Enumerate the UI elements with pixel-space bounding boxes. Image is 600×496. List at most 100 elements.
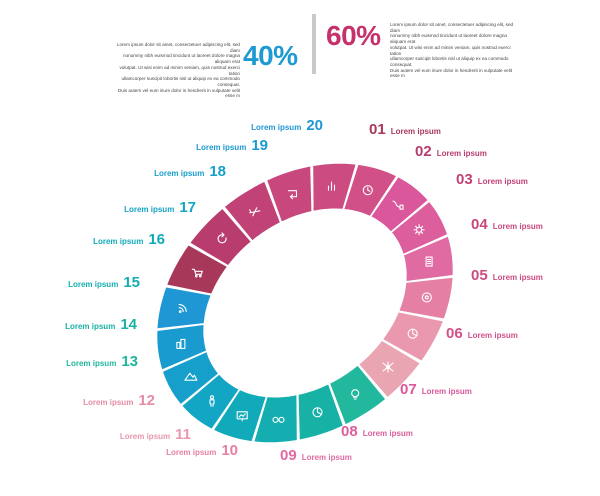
ring-segment-14 <box>298 384 343 440</box>
clock-icon <box>362 185 373 196</box>
segment-label-02: 02 Lorem ipsum <box>415 143 487 160</box>
segment-caption: Lorem ipsum <box>196 143 246 152</box>
pie-chart-icon <box>407 328 418 339</box>
segment-number: 19 <box>251 137 268 154</box>
segment-number: 13 <box>121 353 138 370</box>
segment-caption: Lorem ipsum <box>66 359 116 368</box>
segment-number: 06 <box>446 325 463 342</box>
segment-caption: Lorem ipsum <box>422 387 472 396</box>
segment-caption: Lorem ipsum <box>120 432 170 441</box>
target-icon <box>421 292 432 303</box>
person-icon <box>209 395 215 407</box>
gear-icon <box>413 224 425 236</box>
ring-segment-20 <box>157 287 211 329</box>
segment-number: 02 <box>415 143 432 160</box>
segment-caption: Lorem ipsum <box>83 398 133 407</box>
ring-segment-15 <box>254 395 297 443</box>
segment-number: 10 <box>221 442 238 459</box>
ring-segment-19 <box>157 325 206 370</box>
segment-label-15: Lorem ipsum 15 <box>68 274 140 291</box>
segment-label-14: Lorem ipsum 14 <box>65 316 138 333</box>
segment-caption: Lorem ipsum <box>251 123 301 132</box>
plug-icon <box>392 200 404 210</box>
segment-number: 20 <box>306 117 323 134</box>
segment-label-18: Lorem ipsum 18 <box>154 163 226 180</box>
segment-label-04: 04 Lorem ipsum <box>471 216 543 233</box>
segment-caption: Lorem ipsum <box>493 273 543 282</box>
ring-segment-03 <box>225 181 280 241</box>
segment-number: 17 <box>179 199 196 216</box>
segment-caption: Lorem ipsum <box>154 169 204 178</box>
segment-caption: Lorem ipsum <box>363 429 413 438</box>
segment-number: 14 <box>120 316 137 333</box>
segment-label-05: 05 Lorem ipsum <box>471 267 543 284</box>
ring-segment-04 <box>267 166 312 222</box>
refresh-icon <box>217 232 227 244</box>
segment-number: 05 <box>471 267 488 284</box>
segment-label-08: 08 Lorem ipsum <box>341 423 413 440</box>
right-description: Lorem ipsum dolor sit amet, consectetuer… <box>390 22 514 79</box>
segment-label-03: 03 Lorem ipsum <box>456 171 528 188</box>
ring-segment-08 <box>392 202 447 254</box>
segment-number: 08 <box>341 423 358 440</box>
glasses-icon <box>272 416 285 423</box>
segment-caption: Lorem ipsum <box>391 127 441 136</box>
segment-number: 04 <box>471 216 488 233</box>
segment-caption: Lorem ipsum <box>493 222 543 231</box>
right-percentage: 60% <box>326 20 381 51</box>
left-description: Lorem ipsum dolor sit amet, consectetuer… <box>116 42 240 99</box>
mountain-icon <box>184 372 198 381</box>
segment-label-09: 09 Lorem ipsum <box>280 447 352 464</box>
pie-chart-icon <box>312 407 323 418</box>
segment-caption: Lorem ipsum <box>124 205 174 214</box>
segment-label-20: Lorem ipsum 20 <box>251 117 323 134</box>
segment-caption: Lorem ipsum <box>478 177 528 186</box>
segment-label-16: Lorem ipsum 16 <box>93 231 165 248</box>
segment-caption: Lorem ipsum <box>437 149 487 158</box>
segment-caption: Lorem ipsum <box>468 331 518 340</box>
buildings-icon <box>176 338 186 349</box>
segment-label-06: 06 Lorem ipsum <box>446 325 518 342</box>
segment-label-10: Lorem ipsum 10 <box>166 442 238 459</box>
segment-number: 01 <box>369 121 386 138</box>
ring-segment-09 <box>404 236 453 281</box>
segment-number: 09 <box>280 447 297 464</box>
airplane-icon <box>249 207 261 217</box>
ring-segment-06 <box>344 164 396 216</box>
ring-segment-11 <box>383 312 443 361</box>
segment-caption: Lorem ipsum <box>302 453 352 462</box>
segment-number: 15 <box>123 274 140 291</box>
segment-caption: Lorem ipsum <box>93 237 143 246</box>
segment-number: 12 <box>138 392 155 409</box>
segment-number: 11 <box>175 426 191 443</box>
document-icon <box>425 256 433 267</box>
presentation-icon <box>236 411 248 422</box>
segment-label-11: Lorem ipsum 11 <box>120 426 191 443</box>
network-icon <box>382 361 394 373</box>
segment-label-13: Lorem ipsum 13 <box>66 353 138 370</box>
segment-label-17: Lorem ipsum 17 <box>124 199 196 216</box>
header-divider <box>312 14 316 74</box>
segment-number: 07 <box>400 381 417 398</box>
ring-segment-01 <box>167 245 227 294</box>
left-percentage: 40% <box>243 40 298 71</box>
lightbulb-icon <box>351 389 360 400</box>
return-arrow-icon <box>287 190 298 200</box>
cart-icon <box>191 268 203 278</box>
segment-number: 18 <box>209 163 226 180</box>
segment-label-12: Lorem ipsum 12 <box>83 392 155 409</box>
segment-label-01: 01 Lorem ipsum <box>369 121 441 138</box>
segment-caption: Lorem ipsum <box>166 448 216 457</box>
rss-icon <box>178 304 187 313</box>
ring-segment-02 <box>190 209 251 265</box>
ring-segment-07 <box>371 177 428 232</box>
segment-caption: Lorem ipsum <box>68 280 118 289</box>
ring-segment-18 <box>163 352 218 404</box>
segment-number: 03 <box>456 171 473 188</box>
segment-label-19: Lorem ipsum 19 <box>196 137 268 154</box>
segment-label-07: 07 Lorem ipsum <box>400 381 472 398</box>
segment-number: 16 <box>148 231 165 248</box>
bar-chart-icon <box>327 181 336 191</box>
